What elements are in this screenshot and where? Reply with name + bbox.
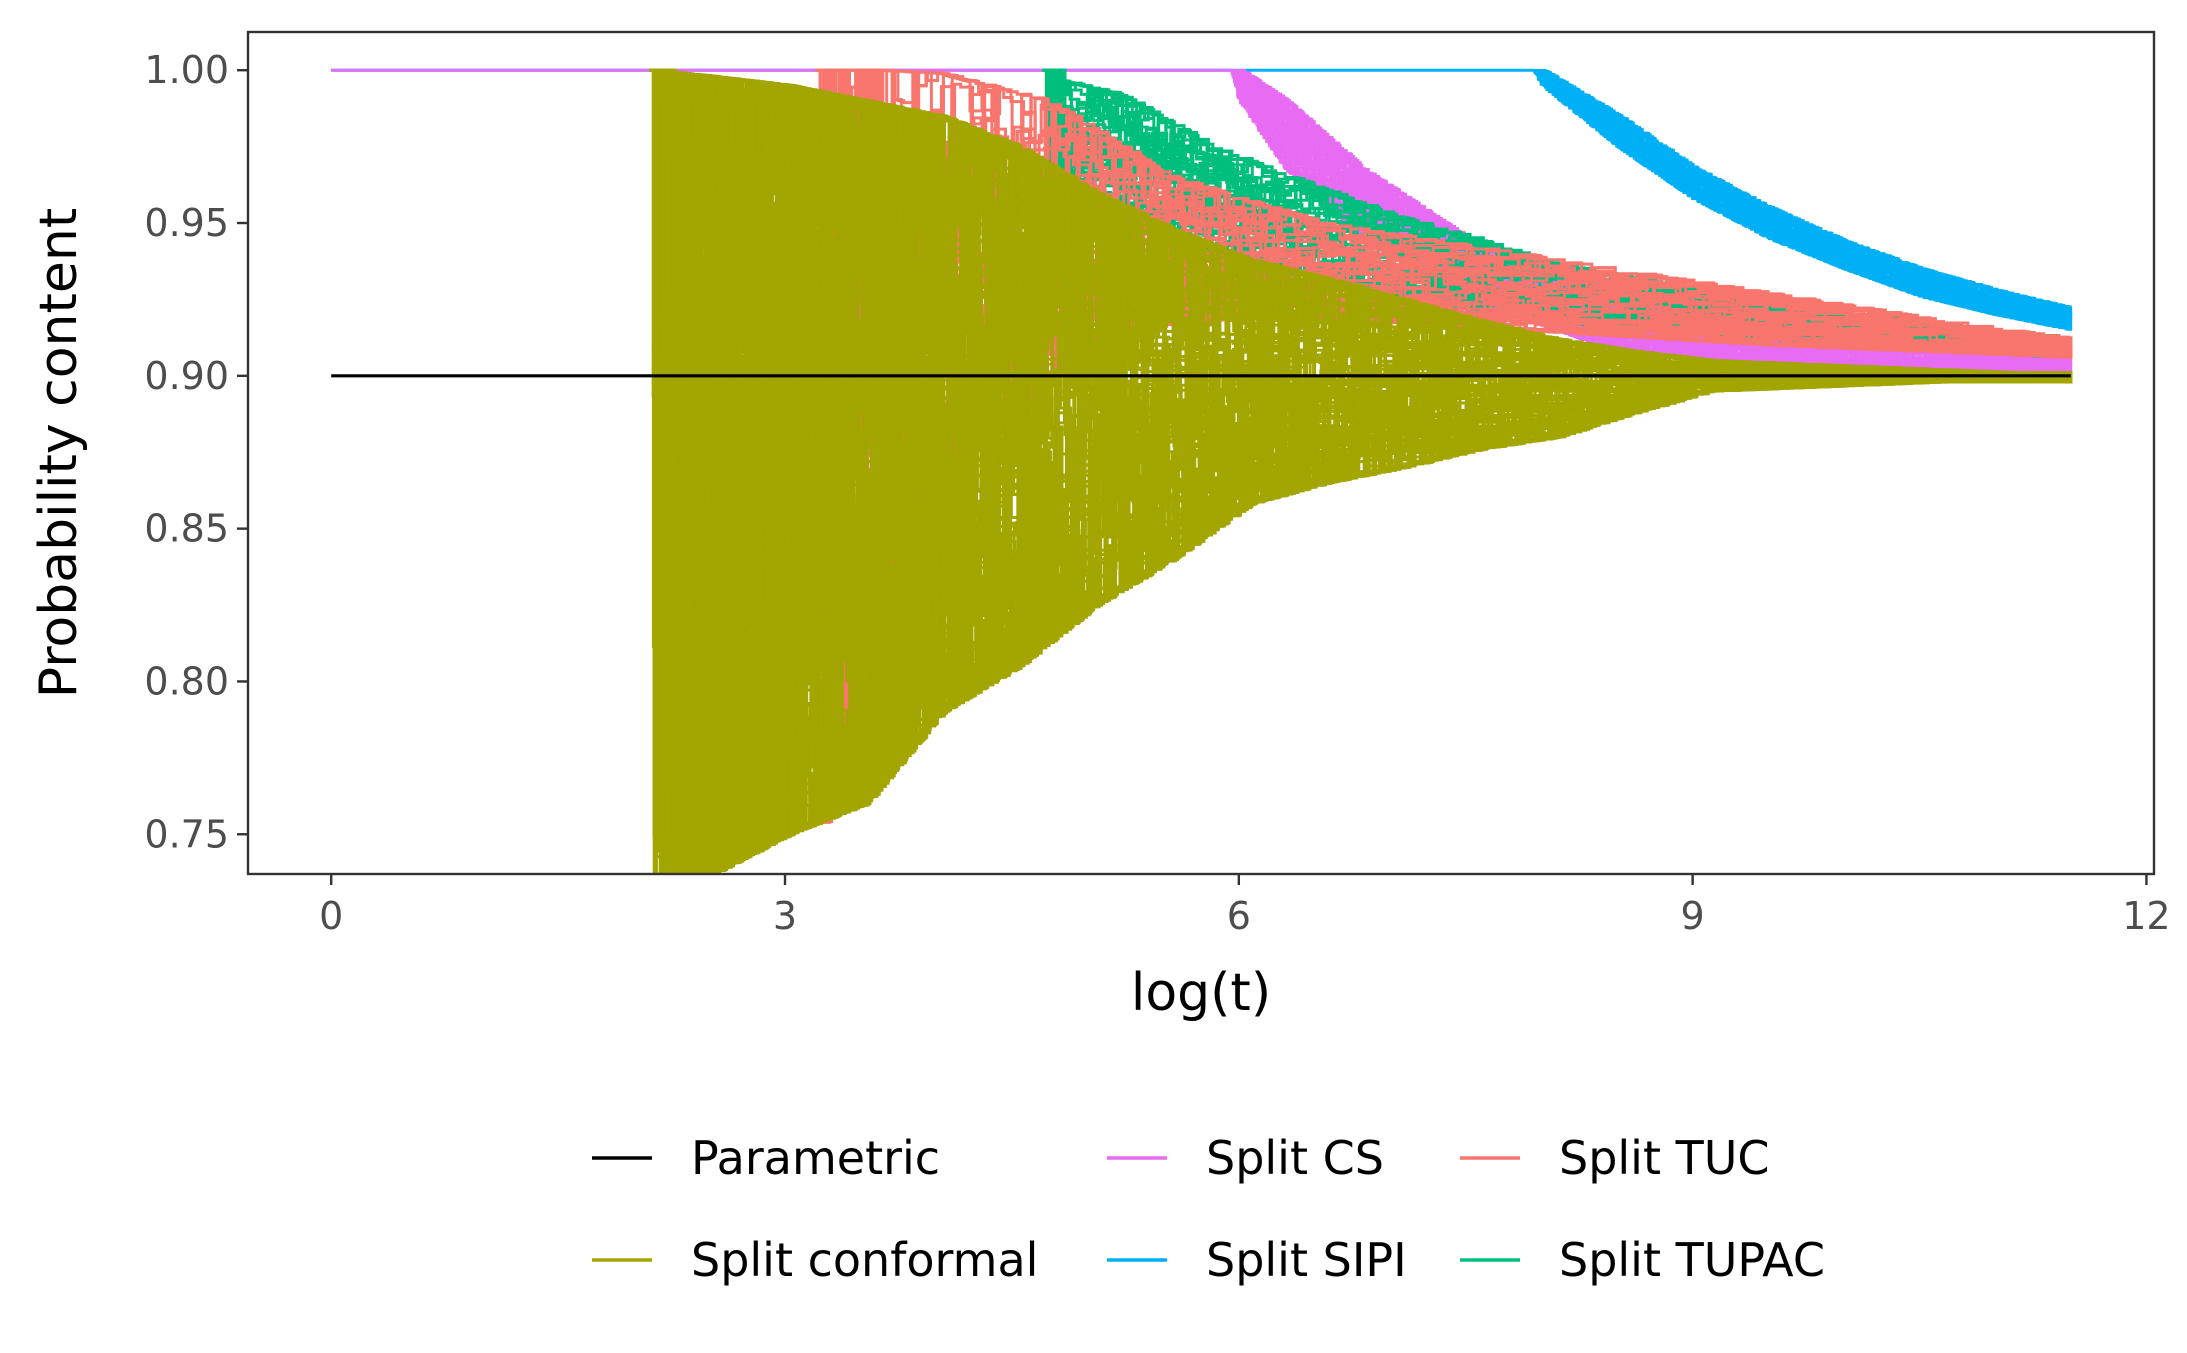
series-split-tuc-replicate-26 [854,68,2073,344]
legend-label-split-tuc: Split TUC [1559,1131,1770,1185]
y-tick-label-0: 0.75 [144,812,229,856]
x-tick-label-4: 12 [2122,894,2170,938]
series-split-conformal-replicate-108 [665,68,2073,867]
y-tick-label-1: 0.80 [144,659,229,703]
legend-item-split-conformal: Split conformal [592,1233,1038,1287]
legend-item-split-tuc: Split TUC [1460,1131,1770,1185]
x-tick-label-3: 9 [1681,894,1705,938]
x-tick-label-1: 3 [773,894,797,938]
y-tick-label-3: 0.90 [144,354,229,398]
x-axis: 0 3 6 9 12 [319,874,2171,938]
y-tick-label-2: 0.85 [144,507,229,551]
y-tick-label-5: 1.00 [144,48,229,92]
legend-item-split-cs: Split CS [1107,1131,1384,1185]
series-split-conformal-replicate-103 [659,68,2073,679]
x-tick-label-2: 6 [1227,894,1251,938]
series-split-conformal-replicate-109 [661,68,2073,871]
legend-item-split-sipi: Split SIPI [1107,1233,1407,1287]
legend-label-split-conformal: Split conformal [691,1233,1038,1287]
y-tick-label-4: 0.95 [144,201,229,245]
legend-item-parametric: Parametric [592,1131,940,1185]
legend-item-split-tupac: Split TUPAC [1460,1233,1825,1287]
x-axis-title: log(t) [1131,963,1271,1023]
series-split-conformal-replicate-106 [664,68,2073,861]
legend-label-split-sipi: Split SIPI [1206,1233,1407,1287]
x-tick-label-0: 0 [319,894,343,938]
legend-label-parametric: Parametric [691,1131,940,1185]
legend-label-split-tupac: Split TUPAC [1559,1233,1825,1287]
y-axis-title: Probability content [29,208,89,699]
legend: Parametric Split conformal Split CS Split S… [592,1131,1825,1287]
series-layer [331,68,2073,874]
y-axis: 0.75 0.80 0.85 0.90 0.95 1.00 [144,48,248,856]
series-split-conformal-replicate-107 [649,68,2073,874]
legend-label-split-cs: Split CS [1206,1131,1384,1185]
plot-panel-border [246,30,2156,876]
